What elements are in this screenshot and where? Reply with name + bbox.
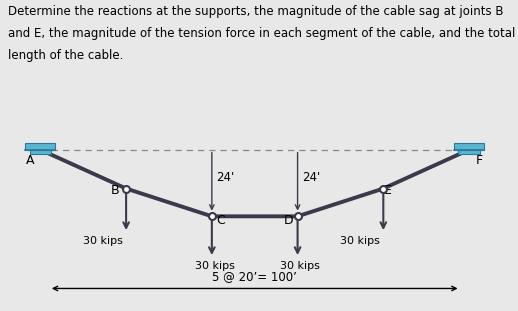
Text: C: C	[216, 214, 225, 226]
Text: 24': 24'	[302, 171, 320, 184]
Text: Determine the reactions at the supports, the magnitude of the cable sag at joint: Determine the reactions at the supports,…	[8, 5, 503, 18]
Text: E: E	[383, 184, 391, 197]
Text: B: B	[111, 184, 120, 197]
Text: 5 @ 20’= 100’: 5 @ 20’= 100’	[212, 270, 297, 283]
Bar	[458, 150, 480, 154]
Text: 30 kips: 30 kips	[83, 236, 123, 246]
Text: F: F	[476, 154, 483, 167]
Text: 30 kips: 30 kips	[280, 261, 320, 271]
Text: length of the cable.: length of the cable.	[8, 49, 123, 63]
Text: 24': 24'	[216, 171, 234, 184]
Bar	[30, 150, 51, 154]
Text: and E, the magnitude of the tension force in each segment of the cable, and the : and E, the magnitude of the tension forc…	[8, 27, 515, 40]
Text: 30 kips: 30 kips	[195, 261, 235, 271]
Text: A: A	[25, 154, 34, 167]
Text: 30 kips: 30 kips	[340, 236, 380, 246]
Bar	[25, 143, 55, 150]
Text: D: D	[284, 214, 293, 226]
Bar	[454, 143, 484, 150]
